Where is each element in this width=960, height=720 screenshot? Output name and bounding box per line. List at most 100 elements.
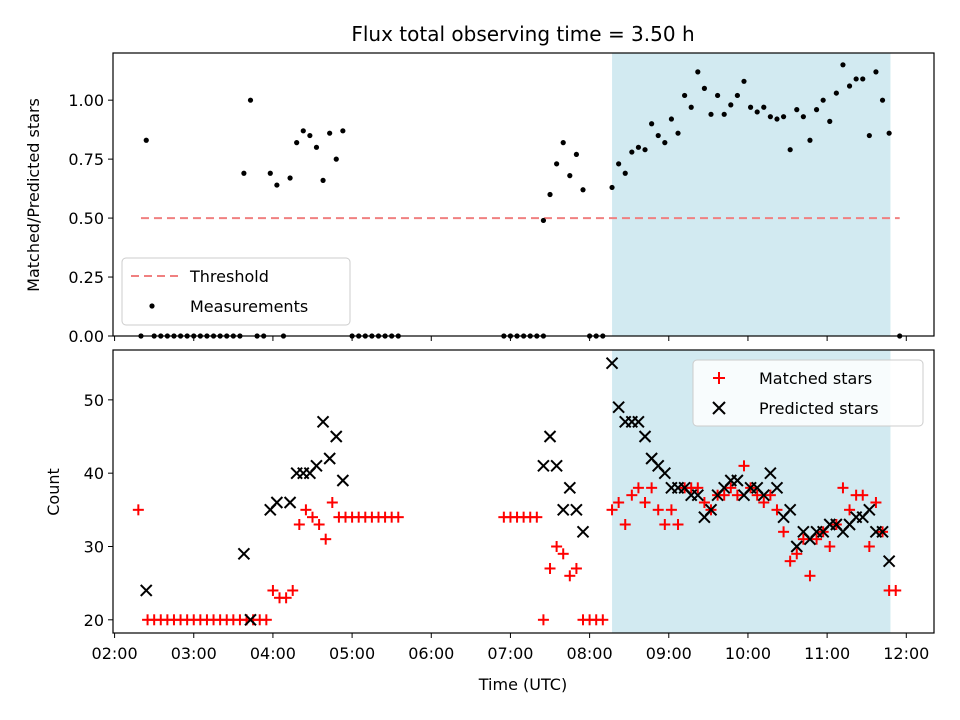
- measurements-point: [573, 151, 580, 158]
- measurements-point: [747, 104, 754, 110]
- legend-measurements-swatch: [149, 303, 155, 309]
- measurements-point: [547, 191, 553, 198]
- matched-stars-point: [797, 533, 809, 545]
- measurements-point: [866, 132, 872, 139]
- matched-stars-point: [672, 518, 684, 530]
- predicted-stars-point: [876, 525, 889, 539]
- predicted-stars-point: [731, 474, 744, 487]
- measurements-point: [708, 111, 714, 117]
- matched-stars-point: [778, 526, 790, 538]
- measurements-point: [813, 107, 820, 113]
- predicted-stars-point: [570, 503, 583, 517]
- measurements-point: [886, 130, 892, 136]
- predicted-stars-point: [770, 481, 784, 495]
- matched-stars-point: [718, 489, 730, 501]
- matched-stars-point: [698, 496, 710, 508]
- measurements-point: [780, 114, 787, 120]
- matched-stars-point: [392, 511, 404, 523]
- measurements-point: [274, 182, 280, 188]
- matched-stars-point: [531, 511, 543, 523]
- matched-stars-point: [313, 518, 325, 530]
- predicted-stars-point: [330, 430, 343, 443]
- measurements-point: [560, 140, 566, 146]
- predicted-stars-point: [537, 459, 550, 473]
- predicted-stars-point: [638, 430, 652, 443]
- x-tick-label: 06:00: [408, 644, 454, 663]
- predicted-stars-point: [576, 525, 590, 539]
- measurements-point: [873, 69, 879, 75]
- y-tick-label: 0.25: [68, 268, 104, 287]
- predicted-stars-point: [316, 415, 330, 429]
- measurements-point: [622, 170, 628, 176]
- matched-stars-point: [307, 511, 319, 523]
- predicted-stars-point: [140, 584, 153, 597]
- legend-predicted-label: Predicted stars: [759, 399, 879, 418]
- measurements-point: [754, 109, 760, 115]
- matched-stars-point: [597, 614, 609, 626]
- y-tick-label: 40: [84, 464, 104, 483]
- y-tick-label: 0.75: [68, 150, 104, 169]
- legend-threshold-label: Threshold: [189, 267, 269, 286]
- matched-stars-point: [764, 489, 776, 501]
- predicted-stars-point: [863, 503, 876, 517]
- predicted-stars-point: [336, 474, 350, 487]
- ratio-plot-frame: [112, 52, 935, 337]
- matched-stars-point: [652, 504, 664, 516]
- matched-stars-point: [646, 482, 658, 494]
- count-plot-frame: [112, 349, 935, 634]
- matched-stars-point: [280, 592, 292, 604]
- legend-matched-label: Matched stars: [759, 369, 872, 388]
- y-tick-label: 1.00: [68, 91, 104, 110]
- matched-stars-point: [784, 555, 796, 567]
- measurements-point: [695, 69, 701, 75]
- measurements-point: [340, 128, 346, 134]
- measurements-point: [649, 121, 655, 127]
- measurements-point: [662, 140, 668, 146]
- matched-stars-point: [751, 489, 763, 501]
- matched-stars-point: [326, 496, 338, 508]
- x-tick-label: 03:00: [171, 644, 217, 663]
- matched-stars-point: [570, 562, 582, 574]
- measurements-point: [313, 144, 320, 150]
- measurements-point: [761, 104, 767, 110]
- measurements-point: [827, 118, 833, 124]
- predicted-stars-point: [658, 466, 672, 480]
- x-tick-label: 05:00: [329, 644, 375, 663]
- ratio-legend: Threshold Measurements: [121, 257, 351, 326]
- predicted-stars-point: [543, 430, 557, 443]
- matched-stars-point: [300, 504, 312, 516]
- matched-stars-point: [738, 460, 750, 472]
- legend-predicted-swatch: [712, 401, 726, 415]
- measurements-point: [294, 140, 300, 146]
- predicted-stars-point: [550, 459, 563, 473]
- matched-stars-point: [293, 518, 305, 530]
- matched-stars-point: [857, 489, 869, 501]
- measurements-point: [580, 187, 586, 193]
- matched-stars-point: [665, 504, 677, 516]
- matched-stars-point: [824, 540, 836, 552]
- matched-stars-point: [811, 533, 823, 545]
- measurements-point: [794, 107, 800, 113]
- matched-stars-point: [564, 570, 576, 582]
- matched-stars-point: [870, 496, 882, 508]
- measurements-point: [675, 130, 681, 136]
- matched-stars-point: [659, 518, 671, 530]
- matched-stars-point: [260, 614, 272, 626]
- matched-stars-point: [758, 496, 770, 508]
- measurements-point: [642, 147, 648, 153]
- predicted-stars-point: [323, 452, 336, 465]
- predicted-stars-point: [270, 496, 284, 509]
- measurements-point: [143, 137, 149, 143]
- measurements-point: [655, 132, 661, 139]
- matched-stars-point: [544, 562, 556, 574]
- x-tick-label: 07:00: [487, 644, 533, 663]
- matched-stars-point: [551, 540, 563, 552]
- measurements-point: [728, 102, 734, 108]
- matched-stars-point: [320, 533, 332, 545]
- legend-matched-swatch: [713, 372, 725, 384]
- measurements-point: [688, 104, 694, 110]
- x-tick-label: 11:00: [804, 644, 850, 663]
- predicted-stars-point: [612, 400, 625, 414]
- observing-window-band: [612, 53, 891, 336]
- matched-stars-point: [837, 482, 849, 494]
